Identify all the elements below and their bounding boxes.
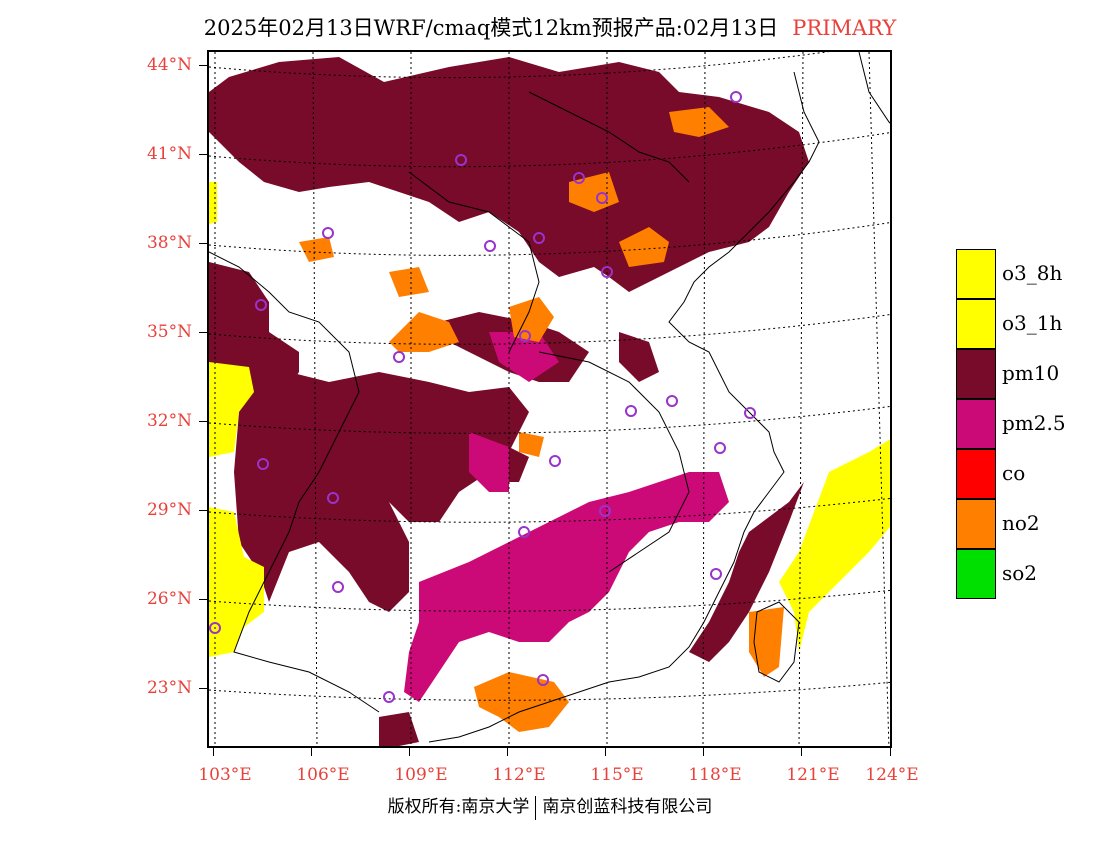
copyright-footer: 版权所有:南京大学 南京创蓝科技有限公司	[0, 792, 1100, 820]
title-main: 2025年02月13日WRF/cmaq模式12km预报产品:02月13日	[203, 16, 779, 40]
pm25-region	[404, 332, 729, 702]
lat-tick	[199, 243, 207, 244]
lon-label-124: 124°E	[865, 765, 919, 785]
legend-swatch	[956, 549, 996, 599]
legend-label: pm2.5	[1002, 411, 1066, 435]
lat-tick	[199, 421, 207, 422]
footer-left: 版权所有:南京大学	[387, 797, 530, 817]
lon-label-118: 118°E	[688, 765, 742, 785]
lat-tick	[199, 599, 207, 600]
legend-swatch	[956, 299, 996, 349]
title-primary-tag: PRIMARY	[792, 16, 897, 40]
legend-label: o3_1h	[1002, 311, 1063, 335]
lon-label-106: 106°E	[296, 765, 350, 785]
lon-label-109: 109°E	[394, 765, 448, 785]
legend-swatch	[956, 449, 996, 499]
lon-tick	[409, 748, 410, 756]
coastline	[209, 52, 890, 743]
lat-label-29: 29°N	[146, 500, 192, 520]
lat-label-23: 23°N	[146, 678, 192, 698]
legend-label: pm10	[1002, 361, 1060, 385]
lon-label-112: 112°E	[492, 765, 546, 785]
lat-tick	[199, 154, 207, 155]
o3-region	[209, 182, 890, 657]
lon-tick	[890, 748, 891, 756]
lon-label-103: 103°E	[198, 765, 252, 785]
lon-tick	[605, 748, 606, 756]
legend-swatch	[956, 499, 996, 549]
legend-label: o3_8h	[1002, 261, 1063, 285]
lat-label-38: 38°N	[146, 233, 192, 253]
legend-swatch	[956, 399, 996, 449]
lat-tick	[199, 510, 207, 511]
legend-swatch	[956, 349, 996, 399]
lat-label-32: 32°N	[146, 411, 192, 431]
map-title: 2025年02月13日WRF/cmaq模式12km预报产品:02月13日 PRIM…	[0, 12, 1100, 42]
lat-label-41: 41°N	[146, 144, 192, 164]
lat-tick	[199, 332, 207, 333]
legend-label: so2	[1002, 561, 1038, 585]
footer-separator	[535, 795, 537, 820]
lat-tick	[199, 688, 207, 689]
footer-right: 南京创蓝科技有限公司	[542, 797, 713, 817]
lon-tick	[311, 748, 312, 756]
legend-swatch	[956, 249, 996, 299]
lon-label-115: 115°E	[590, 765, 644, 785]
lon-tick	[507, 748, 508, 756]
lat-label-44: 44°N	[146, 55, 192, 75]
graticule	[209, 52, 890, 746]
legend-label: co	[1002, 461, 1026, 485]
legend-label: no2	[1002, 511, 1040, 535]
no2-region	[299, 107, 784, 732]
pollution-map	[209, 52, 890, 746]
map-frame	[207, 50, 892, 748]
lon-tick	[213, 748, 214, 756]
lat-label-26: 26°N	[146, 589, 192, 609]
lat-label-35: 35°N	[146, 322, 192, 342]
lat-tick	[199, 65, 207, 66]
lon-tick	[801, 748, 802, 756]
city-markers	[209, 91, 756, 703]
lon-tick	[703, 748, 704, 756]
lon-label-121: 121°E	[786, 765, 840, 785]
